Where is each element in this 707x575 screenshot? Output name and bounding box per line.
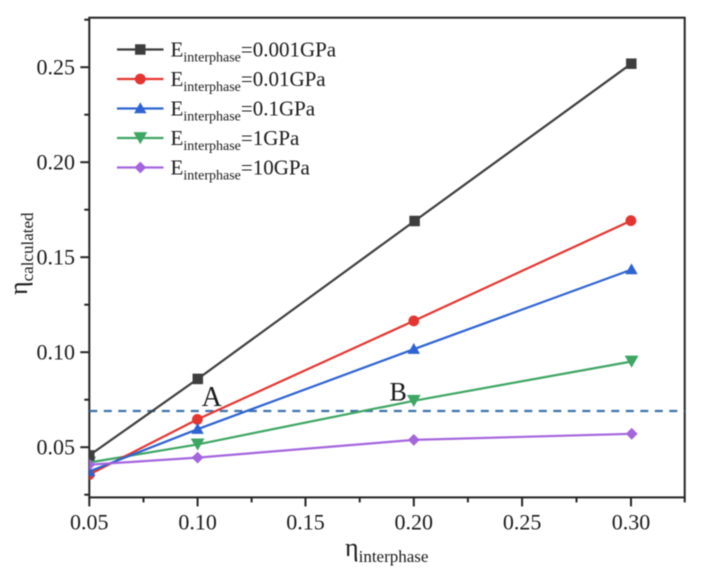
svg-text:Einterphase=1GPa: Einterphase=1GPa	[171, 126, 301, 154]
svg-text:0.30: 0.30	[612, 510, 651, 535]
svg-text:0.25: 0.25	[37, 55, 76, 80]
svg-text:0.10: 0.10	[37, 340, 76, 365]
svg-text:0.15: 0.15	[286, 510, 325, 535]
svg-text:B: B	[390, 377, 407, 406]
svg-text:A: A	[202, 382, 223, 413]
svg-text:0.10: 0.10	[178, 510, 217, 535]
svg-text:0.25: 0.25	[503, 510, 542, 535]
svg-text:0.15: 0.15	[37, 245, 76, 270]
svg-text:Einterphase=10GPa: Einterphase=10GPa	[171, 156, 311, 184]
svg-text:Einterphase=0.1GPa: Einterphase=0.1GPa	[171, 97, 316, 125]
svg-text:0.05: 0.05	[37, 435, 76, 460]
svg-text:Einterphase=0.001GPa: Einterphase=0.001GPa	[171, 38, 337, 66]
svg-text:Einterphase=0.01GPa: Einterphase=0.01GPa	[171, 67, 327, 95]
svg-text:0.05: 0.05	[70, 510, 109, 535]
svg-text:0.20: 0.20	[37, 150, 76, 175]
svg-text:ηcalculated: ηcalculated	[4, 212, 37, 295]
svg-text:ηinterphase: ηinterphase	[345, 533, 428, 566]
svg-text:0.20: 0.20	[395, 510, 434, 535]
